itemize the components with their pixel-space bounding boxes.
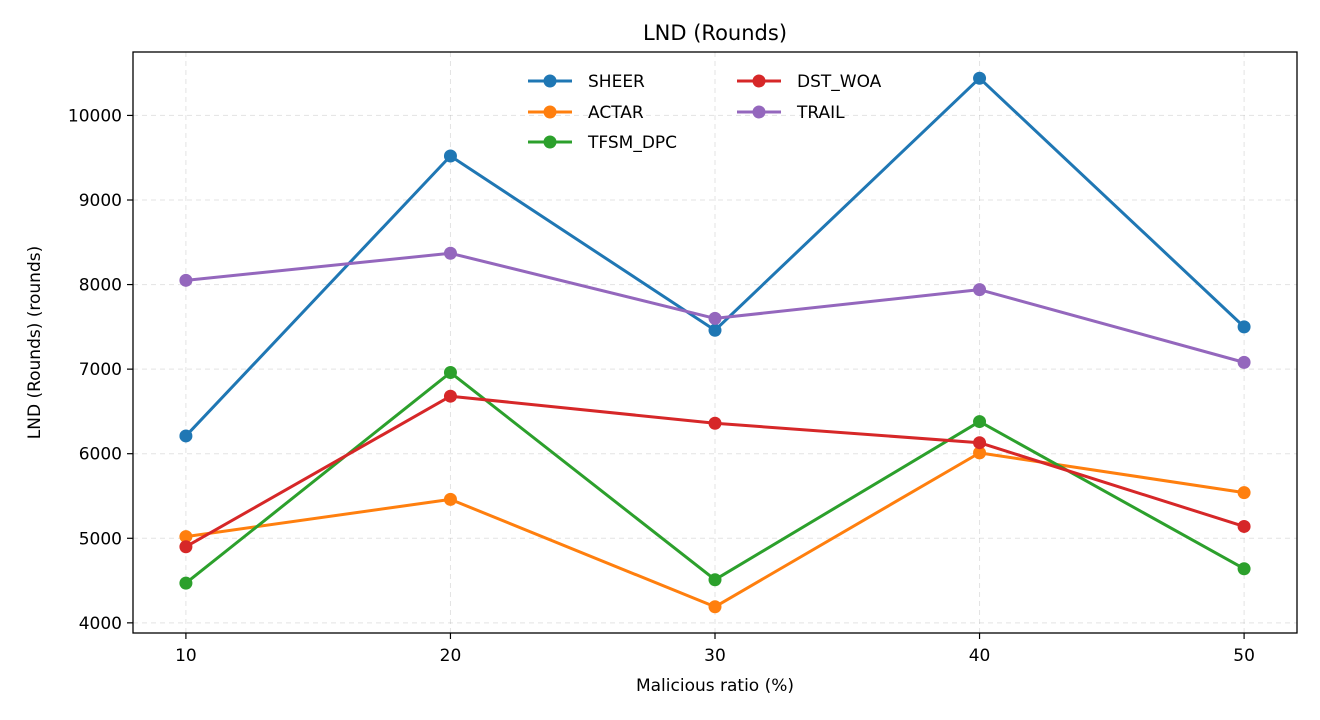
data-point	[708, 573, 722, 587]
x-tick-label: 30	[704, 646, 726, 666]
x-axis: 10 20 30 40 50	[175, 633, 1255, 666]
series-layer	[179, 71, 1251, 614]
data-point	[443, 366, 457, 380]
y-axis-title: LND (Rounds) (rounds)	[25, 246, 45, 439]
data-point	[708, 311, 722, 325]
legend: SHEER ACTAR TFSM_DPC DST_WOA TRAIL	[528, 72, 882, 153]
series-trail	[179, 246, 1251, 369]
legend-label: TFSM_DPC	[587, 133, 677, 153]
data-point	[973, 446, 987, 460]
x-tick-label: 40	[969, 646, 991, 666]
data-point	[1237, 486, 1251, 500]
data-point	[973, 71, 987, 85]
legend-item: TRAIL	[737, 103, 845, 123]
data-point	[708, 416, 722, 430]
data-point	[443, 389, 457, 403]
data-point	[1237, 320, 1251, 334]
data-point	[443, 492, 457, 506]
data-point	[973, 436, 987, 450]
y-tick-label: 8000	[79, 276, 122, 296]
y-tick-label: 10000	[68, 106, 122, 126]
legend-label: TRAIL	[796, 103, 845, 123]
y-tick-label: 7000	[79, 360, 122, 380]
data-point	[708, 323, 722, 337]
legend-marker	[543, 74, 557, 88]
data-point	[179, 576, 193, 590]
data-point	[973, 283, 987, 297]
y-tick-label: 4000	[79, 614, 122, 634]
legend-marker	[543, 135, 557, 149]
series-sheer	[179, 71, 1251, 443]
legend-label: ACTAR	[588, 103, 644, 123]
x-tick-label: 50	[1233, 646, 1255, 666]
y-tick-label: 5000	[79, 529, 122, 549]
data-point	[1237, 519, 1251, 533]
data-point	[443, 246, 457, 260]
legend-marker	[752, 74, 766, 88]
legend-item: ACTAR	[528, 103, 644, 123]
data-point	[1237, 562, 1251, 576]
data-point	[973, 415, 987, 429]
series-dst-woa	[179, 389, 1251, 554]
x-tick-label: 10	[175, 646, 197, 666]
y-tick-label: 9000	[79, 191, 122, 211]
legend-item: TFSM_DPC	[528, 133, 677, 153]
series-actar	[179, 446, 1251, 614]
data-point	[1237, 355, 1251, 369]
y-axis: 4000 5000 6000 7000 8000 9000 10000	[68, 106, 133, 634]
series-line	[184, 76, 1246, 437]
x-tick-label: 20	[440, 646, 462, 666]
grid	[133, 52, 1297, 633]
x-axis-title: Malicious ratio (%)	[636, 676, 794, 696]
data-point	[443, 149, 457, 163]
data-point	[179, 540, 193, 554]
legend-item: DST_WOA	[737, 72, 882, 92]
legend-label: DST_WOA	[797, 72, 882, 92]
legend-label: SHEER	[588, 72, 645, 92]
data-point	[179, 429, 193, 443]
legend-marker	[543, 105, 557, 119]
y-tick-label: 6000	[79, 445, 122, 465]
data-point	[179, 530, 193, 544]
legend-marker	[752, 105, 766, 119]
data-point	[179, 273, 193, 287]
chart-title: LND (Rounds)	[643, 21, 787, 45]
legend-item: SHEER	[528, 72, 645, 92]
data-point	[708, 600, 722, 614]
